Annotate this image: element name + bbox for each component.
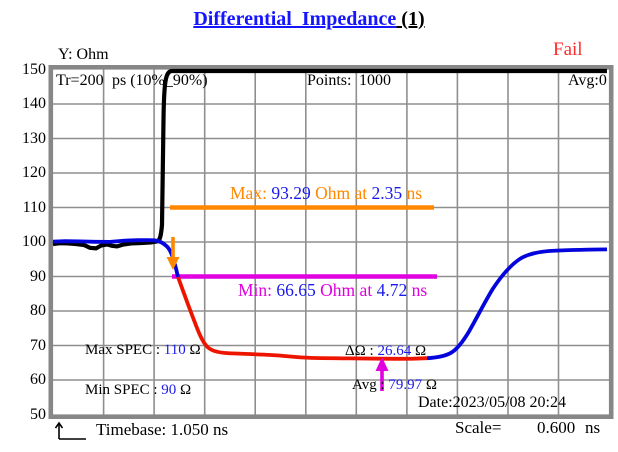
scale-unit: ns	[585, 418, 601, 437]
delta-label: ΔΩ :	[345, 343, 374, 359]
max-spec-label: Max SPEC :	[85, 342, 161, 358]
delta-unit: Ω	[414, 343, 427, 359]
avg-label: Avg :	[352, 377, 385, 393]
max-spec-value: 110	[163, 342, 186, 358]
page-title: Differential Impedance (1)	[0, 8, 618, 31]
y-tick-100: 100	[22, 233, 46, 250]
min-infix: Ohm at	[320, 280, 373, 300]
y-tick-140: 140	[22, 95, 46, 112]
avg-value: 79.97	[388, 377, 423, 393]
max-value: 93.29	[271, 183, 311, 203]
min-spec-unit: Ω	[180, 382, 192, 398]
y-tick-110: 110	[22, 198, 46, 216]
avg-readout: Avg : 79.97 Ω	[352, 377, 437, 394]
min-unit: ns	[411, 280, 428, 300]
rise-time-definition: ps (10%_90%)	[112, 72, 208, 89]
y-axis-label: Y: Ohm	[58, 46, 109, 63]
avg-unit: Ω	[425, 377, 438, 393]
max-spec-unit: Ω	[189, 342, 201, 358]
delta-value: 26.64	[377, 343, 412, 359]
max-infix: Ohm at	[315, 183, 368, 203]
min-label: Min:	[238, 280, 273, 300]
min-spec-value: 90	[161, 382, 177, 398]
y-tick-50: 50	[30, 405, 46, 423]
delta-readout: ΔΩ : 26.64 Ω	[345, 343, 426, 360]
max-label: Max:	[230, 183, 267, 203]
y-tick-150: 150	[22, 60, 46, 78]
grid-lines	[53, 69, 609, 415]
y-tick-130: 130	[22, 129, 46, 147]
min-time: 4.72	[376, 280, 408, 300]
averaging-label: Avg:0	[568, 72, 607, 89]
timebase-label: Timebase:	[96, 420, 167, 439]
max-unit: ns	[406, 183, 423, 203]
trace-impedance-dut	[176, 276, 428, 361]
y-tick-80: 80	[30, 302, 46, 319]
max-marker-arrow	[166, 237, 180, 270]
timebase-value: 1.050	[170, 420, 209, 439]
rise-time-label: Tr=200	[56, 72, 104, 89]
max-time: 2.35	[371, 183, 403, 203]
min-value: 66.65	[276, 280, 316, 300]
page-title-text: Differential Impedance	[193, 8, 397, 30]
y-tick-60: 60	[30, 371, 46, 388]
trace-impedance-lead-out	[426, 247, 608, 361]
y-tick-70: 70	[30, 336, 46, 354]
status-badge: Fail	[553, 39, 583, 60]
date-stamp: Date:2023/05/08 20:24	[418, 394, 566, 411]
points-value: 1000	[359, 72, 391, 89]
timebase-readout: Timebase: 1.050 ns	[96, 420, 228, 440]
min-annotation: Min: 66.65 Ohm at 4.72 ns	[238, 280, 427, 301]
axis-origin-icon	[54, 421, 86, 440]
timebase-unit: ns	[212, 420, 229, 439]
page-title-channel: (1)	[396, 8, 425, 30]
max-spec-readout: Max SPEC : 110 Ω	[85, 342, 201, 359]
min-spec-readout: Min SPEC : 90 Ω	[85, 382, 191, 399]
y-tick-90: 90	[30, 267, 46, 285]
plot-border	[48, 65, 614, 419]
y-tick-120: 120	[22, 164, 46, 181]
points-label: Points:	[307, 72, 352, 89]
max-annotation: Max: 93.29 Ohm at 2.35 ns	[230, 183, 422, 204]
scale-label: Scale=	[455, 418, 502, 437]
min-marker-arrow	[375, 357, 389, 391]
min-spec-label: Min SPEC :	[85, 382, 158, 398]
trace-reference-step	[52, 68, 607, 251]
scale-value: 0.600	[537, 418, 576, 437]
